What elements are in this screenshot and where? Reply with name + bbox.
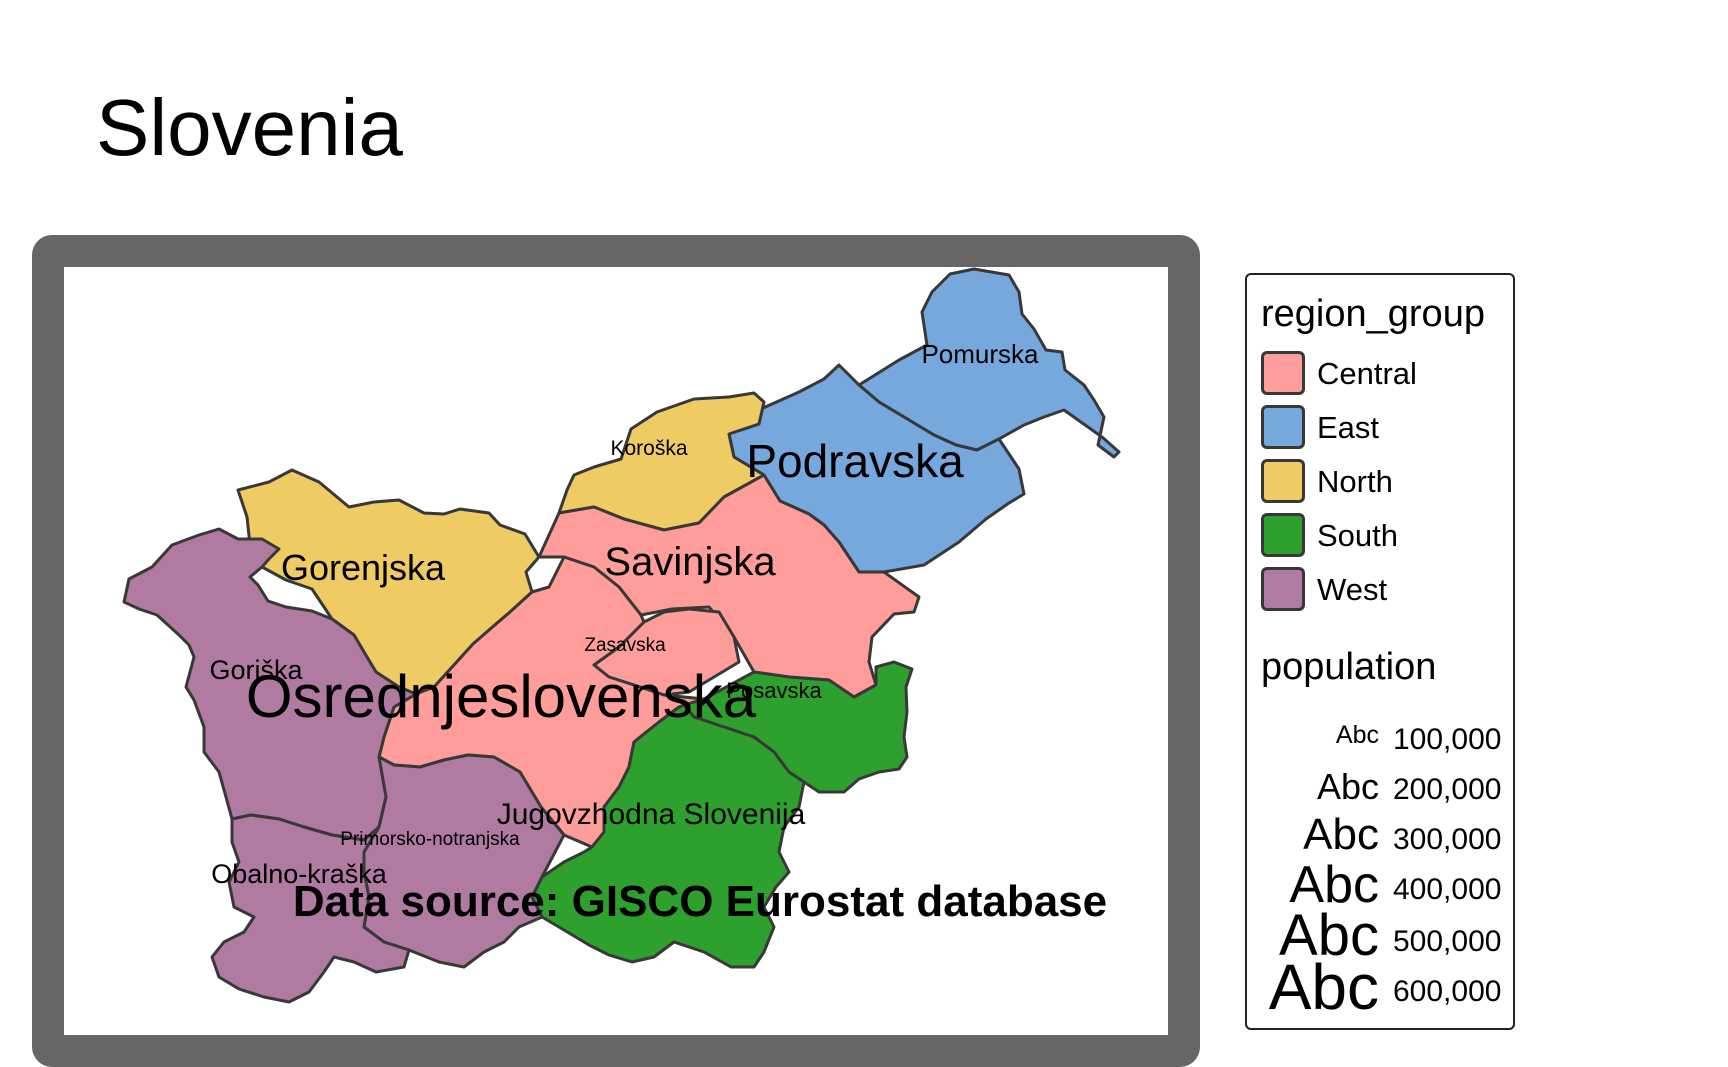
legend-size-item: Abc 500,000 bbox=[1257, 907, 1507, 971]
legend-swatch-south bbox=[1261, 513, 1305, 557]
legend-size-sample: Abc bbox=[1316, 766, 1379, 807]
legend-size-value: 200,000 bbox=[1393, 773, 1502, 806]
region-label-posavska: Posavska bbox=[726, 678, 822, 703]
legend-size-item: Abc 300,000 bbox=[1257, 813, 1507, 863]
region-jugovzhodna-slovenija[interactable] bbox=[530, 703, 806, 969]
legend-label-south: South bbox=[1317, 518, 1399, 553]
region-label-jugovzhodna-slovenija: Jugovzhodna Slovenija bbox=[497, 798, 806, 831]
data-source-caption: Data source: GISCO Eurostat database bbox=[293, 877, 1107, 926]
map-panel: Pomurska Podravska Koroška Gorenjska Sav… bbox=[64, 267, 1168, 1035]
legend-label-west: West bbox=[1317, 572, 1388, 607]
legend-swatch-east bbox=[1261, 405, 1305, 449]
legend-size-value: 600,000 bbox=[1393, 975, 1502, 1008]
legend-item-south: South bbox=[1261, 513, 1501, 559]
legend-color-title: region_group bbox=[1261, 293, 1485, 335]
region-label-obalno-kraska: Obalno-kraška bbox=[211, 859, 388, 889]
legend-size-value: 400,000 bbox=[1393, 873, 1502, 906]
legend-size-item: Abc 100,000 bbox=[1257, 717, 1507, 757]
legend: region_group Central East North South We… bbox=[1245, 273, 1515, 1030]
legend-item-east: East bbox=[1261, 405, 1501, 451]
legend-size-item: Abc 200,000 bbox=[1257, 765, 1507, 811]
region-label-podravska: Podravska bbox=[746, 435, 964, 487]
legend-size-item: Abc 600,000 bbox=[1257, 955, 1507, 1027]
legend-size-title: population bbox=[1261, 646, 1437, 688]
region-label-primorsko-notranjska: Primorsko-notranjska bbox=[340, 829, 520, 850]
legend-item-west: West bbox=[1261, 567, 1501, 613]
region-label-goriska: Goriška bbox=[209, 655, 303, 685]
legend-swatch-central bbox=[1261, 351, 1305, 395]
legend-size-value: 100,000 bbox=[1393, 723, 1502, 756]
legend-swatch-west bbox=[1261, 567, 1305, 611]
region-obalno-kraska[interactable] bbox=[210, 813, 411, 1004]
legend-item-central: Central bbox=[1261, 351, 1501, 397]
region-label-pomurska: Pomurska bbox=[921, 339, 1039, 369]
legend-size-value: 500,000 bbox=[1393, 925, 1502, 958]
legend-size-sample: Abc bbox=[1335, 721, 1379, 749]
map-title: Slovenia bbox=[96, 83, 403, 172]
legend-size-value: 300,000 bbox=[1393, 823, 1502, 856]
region-savinjska[interactable] bbox=[537, 473, 921, 699]
region-label-gorenjska: Gorenjska bbox=[281, 547, 446, 588]
legend-label-east: East bbox=[1317, 410, 1380, 445]
region-label-koroska: Koroška bbox=[610, 437, 687, 460]
region-label-savinjska: Savinjska bbox=[604, 540, 776, 584]
map-canvas: Pomurska Podravska Koroška Gorenjska Sav… bbox=[122, 267, 1121, 1004]
legend-swatch-north bbox=[1261, 459, 1305, 503]
legend-size-sample: Abc bbox=[1303, 810, 1379, 859]
legend-item-north: North bbox=[1261, 459, 1501, 505]
region-label-zasavska: Zasavska bbox=[584, 635, 666, 656]
legend-size-sample: Abc bbox=[1279, 903, 1379, 968]
legend-size-sample: Abc bbox=[1268, 951, 1379, 1023]
legend-size-item: Abc 400,000 bbox=[1257, 856, 1507, 917]
legend-label-central: Central bbox=[1317, 356, 1417, 391]
legend-size-sample: Abc bbox=[1289, 856, 1379, 914]
legend-label-north: North bbox=[1317, 464, 1393, 499]
region-label-osrednjeslovenska: Osrednjeslovenska bbox=[246, 663, 757, 730]
